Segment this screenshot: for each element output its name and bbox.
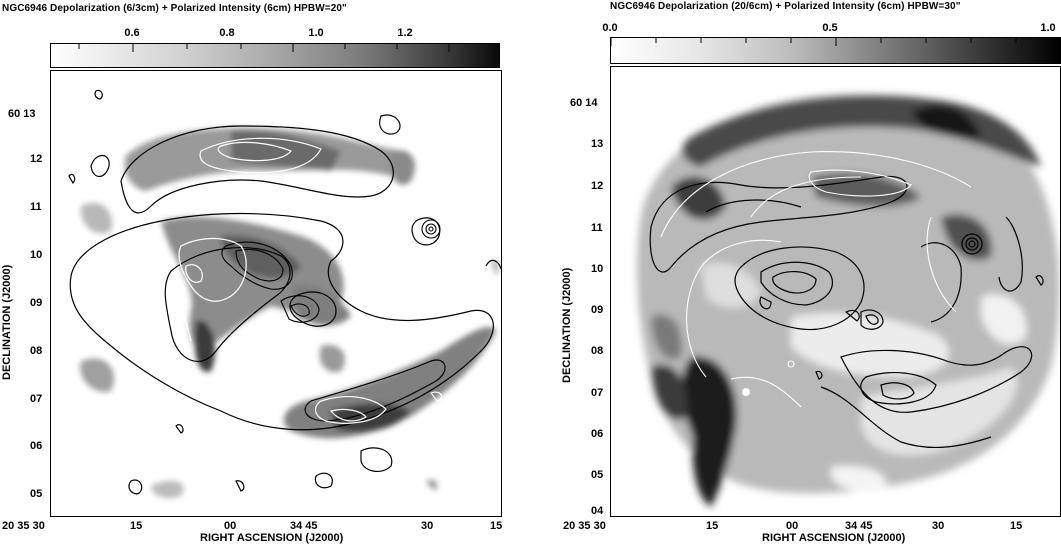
right-ytick-6: 08 (591, 345, 604, 357)
right-ytick-4: 10 (591, 263, 604, 275)
right-xtick-3: 34 45 (845, 520, 873, 532)
left-xtick-1: 15 (130, 520, 143, 532)
right-map-image (610, 66, 1061, 517)
right-ytick-3: 11 (591, 222, 603, 234)
left-contours-outer (68, 89, 501, 495)
right-ytick-8: 06 (591, 428, 604, 440)
right-xtick-0: 20 35 30 (563, 520, 606, 532)
right-cbar-label-1: 0.5 (822, 22, 838, 34)
right-xtick-5: 15 (1010, 520, 1023, 532)
right-panel-title: NGC6946 Depolarization (20/6cm) + Polari… (610, 1, 961, 12)
left-ytick-8: 05 (30, 488, 43, 500)
left-map-image (50, 70, 502, 517)
right-xtick-4: 30 (932, 520, 945, 532)
left-ylabel: DECLINATION (J2000) (1, 264, 13, 380)
right-xtick-2: 00 (786, 520, 799, 532)
right-ytick-10: 04 (591, 505, 604, 517)
left-colorbar (50, 43, 500, 68)
right-depolarization-map (637, 94, 1060, 507)
right-panel: NGC6946 Depolarization (20/6cm) + Polari… (530, 0, 1061, 546)
left-cbar-label-1: 0.8 (219, 27, 235, 39)
left-depolarization-map (80, 128, 499, 498)
right-ytick-0: 60 14 (570, 97, 598, 109)
left-cbar-label-0: 0.6 (124, 27, 140, 39)
right-xtick-1: 15 (706, 520, 719, 532)
right-cbar-label-2: 1.0 (1040, 22, 1056, 34)
right-xlabel: RIGHT ASCENSION (J2000) (762, 532, 906, 544)
right-ytick-2: 12 (591, 180, 604, 192)
left-xtick-2: 00 (224, 520, 237, 532)
left-ytick-7: 06 (30, 440, 43, 452)
right-ylabel: DECLINATION (J2000) (561, 267, 573, 383)
right-ytick-7: 07 (591, 387, 604, 399)
left-xtick-5: 15 (490, 520, 503, 532)
left-ytick-0: 60 13 (8, 108, 36, 120)
left-ytick-4: 09 (30, 297, 43, 309)
left-xtick-0: 20 35 30 (2, 520, 45, 532)
right-contours-black (649, 175, 1044, 449)
right-cbar-label-0: 0.0 (602, 22, 618, 34)
left-panel: NGC6946 Depolarization (6/3cm) + Polariz… (0, 0, 530, 546)
left-xtick-4: 30 (421, 520, 434, 532)
right-ytick-1: 13 (591, 138, 604, 150)
left-ytick-3: 10 (30, 249, 43, 261)
left-ytick-2: 11 (30, 201, 42, 213)
left-contours-white (170, 137, 443, 424)
left-xtick-3: 34 45 (290, 520, 318, 532)
right-contours-white (660, 151, 972, 408)
left-cbar-label-3: 1.2 (397, 27, 413, 39)
left-cbar-label-2: 1.0 (308, 27, 324, 39)
left-ytick-1: 12 (30, 153, 43, 165)
left-ytick-5: 08 (30, 345, 43, 357)
right-colorbar (610, 37, 1061, 64)
left-ytick-6: 07 (30, 393, 43, 405)
left-contours-core (221, 219, 441, 323)
right-ytick-9: 05 (591, 469, 604, 481)
left-xlabel: RIGHT ASCENSION (J2000) (200, 532, 344, 544)
left-panel-title: NGC6946 Depolarization (6/3cm) + Polariz… (2, 3, 347, 14)
right-ytick-5: 09 (591, 304, 604, 316)
